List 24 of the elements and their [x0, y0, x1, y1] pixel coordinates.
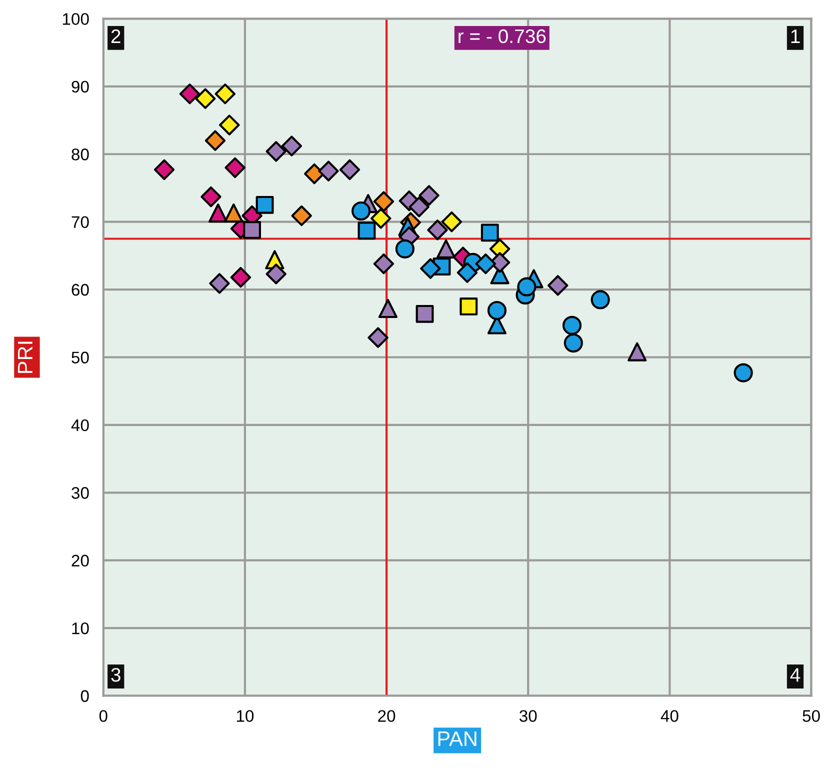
x-tick-label: 50 — [802, 710, 820, 722]
y-tick-label: 40 — [71, 419, 89, 432]
x-tick-label: 10 — [236, 710, 254, 722]
annotation: 1 — [791, 30, 800, 43]
y-tick-label: 30 — [72, 487, 89, 499]
y-tick-label: 90 — [72, 80, 89, 93]
y-tick-label: 50 — [72, 352, 89, 364]
x-tick-label: 0 — [99, 710, 108, 722]
y-tick-label: 80 — [72, 148, 89, 160]
y-tick-label: 70 — [72, 216, 89, 228]
y-tick-label: 60 — [72, 284, 89, 296]
annotation: 4 — [790, 668, 800, 682]
y-tick-label: 10 — [72, 622, 89, 634]
x-tick-label: 30 — [519, 710, 537, 722]
annotation: 2 — [111, 29, 120, 43]
y-tick-label: 0 — [80, 690, 89, 702]
y-tick-label: 100 — [62, 13, 89, 25]
x-tick-label: 40 — [660, 710, 678, 722]
y-axis-title: PRI — [18, 342, 32, 373]
y-tick-label: 20 — [72, 554, 89, 567]
x-tick-label: 20 — [378, 710, 396, 722]
annotation: r = - 0.736 — [458, 29, 546, 44]
x-axis-title: PAN — [438, 732, 476, 746]
annotation: 3 — [111, 668, 120, 682]
